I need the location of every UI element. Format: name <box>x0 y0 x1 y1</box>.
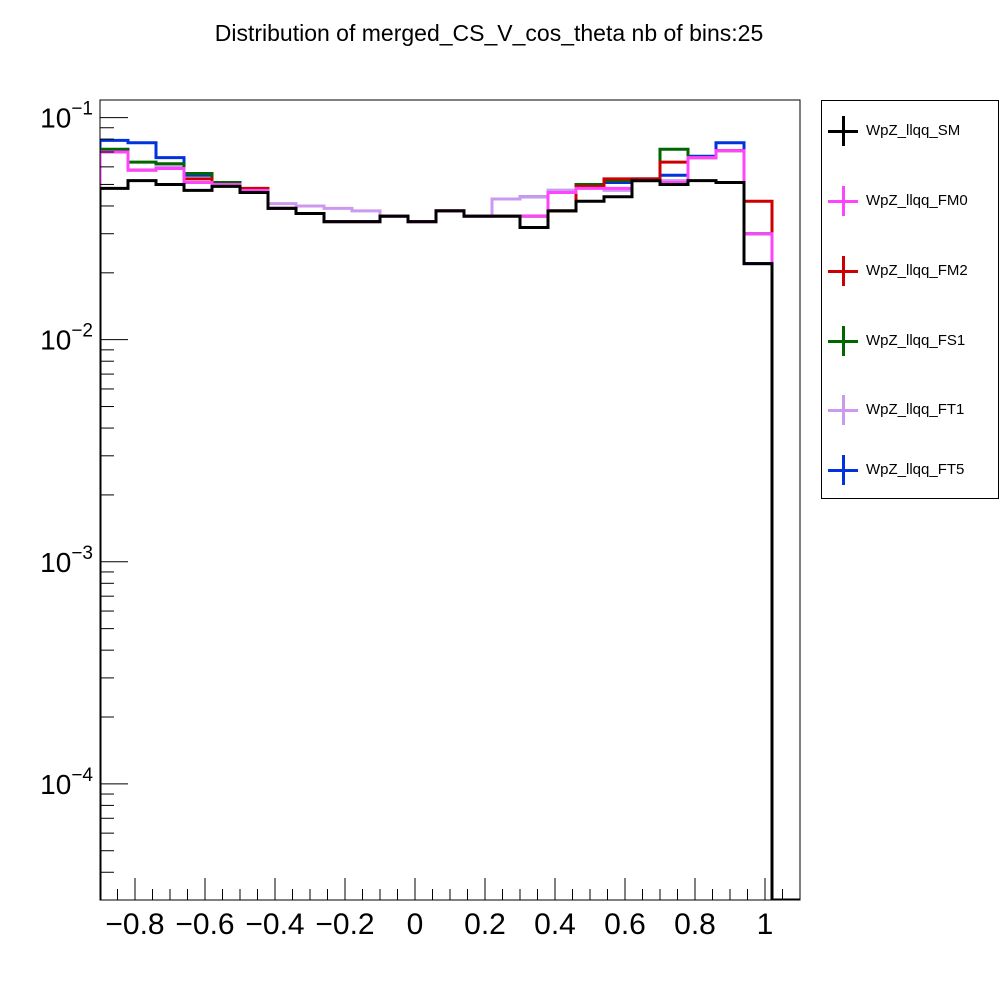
legend-swatch <box>828 116 858 146</box>
legend-label: WpZ_llqq_SM <box>866 122 961 139</box>
x-tick-label: −0.4 <box>245 908 304 941</box>
chart-title: Distribution of merged_CS_V_cos_theta nb… <box>214 20 764 46</box>
series-line-wpz-llqq-fm2 <box>100 149 800 900</box>
y-tick-label: 10−4 <box>40 765 93 800</box>
x-tick-label: −0.2 <box>315 908 374 941</box>
legend-label: WpZ_llqq_FT5 <box>866 461 965 478</box>
legend-entry-wpz-llqq-ft1: WpZ_llqq_FT1 <box>822 395 998 425</box>
plot-frame <box>99 99 801 901</box>
y-tick-label: 10−2 <box>40 321 93 356</box>
series-group <box>100 138 800 900</box>
legend-label: WpZ_llqq_FM0 <box>866 192 968 209</box>
x-tick-label: −0.6 <box>175 908 234 941</box>
legend-swatch <box>828 395 858 425</box>
legend-entry-wpz-llqq-sm: WpZ_llqq_SM <box>822 116 998 146</box>
x-tick-label: 0.8 <box>674 908 716 941</box>
x-tick-label: −0.8 <box>105 908 164 941</box>
legend: WpZ_llqq_SM WpZ_llqq_FM0 WpZ_llqq_FM2 WpZ_l… <box>821 100 999 499</box>
x-tick-label: 0.2 <box>464 908 506 941</box>
legend-entry-wpz-llqq-ft5: WpZ_llqq_FT5 <box>822 455 998 485</box>
x-tick-label: 0.4 <box>534 908 576 941</box>
series-line-wpz-llqq-sm <box>100 179 800 900</box>
legend-label: WpZ_llqq_FT1 <box>866 401 965 418</box>
legend-swatch <box>828 455 858 485</box>
legend-swatch <box>828 186 858 216</box>
x-tick-label: 1 <box>757 908 774 941</box>
legend-entry-wpz-llqq-fm2: WpZ_llqq_FM2 <box>822 256 998 286</box>
legend-swatch <box>828 326 858 356</box>
legend-entry-wpz-llqq-fs1: WpZ_llqq_FS1 <box>822 326 998 356</box>
series-line-wpz-llqq-fs1 <box>100 147 800 900</box>
series-line-wpz-llqq-ft1 <box>100 149 800 900</box>
x-tick-label: 0 <box>407 908 424 941</box>
series-line-wpz-llqq-fm0 <box>100 149 800 900</box>
legend-label: WpZ_llqq_FS1 <box>866 332 966 349</box>
y-tick-label: 10−1 <box>40 99 93 134</box>
x-tick-label: 0.6 <box>604 908 646 941</box>
y-tick-label: 10−3 <box>40 543 93 578</box>
legend-swatch <box>828 256 858 286</box>
legend-label: WpZ_llqq_FM2 <box>866 262 968 279</box>
series-line-wpz-llqq-ft5 <box>100 138 800 900</box>
legend-entry-wpz-llqq-fm0: WpZ_llqq_FM0 <box>822 186 998 216</box>
